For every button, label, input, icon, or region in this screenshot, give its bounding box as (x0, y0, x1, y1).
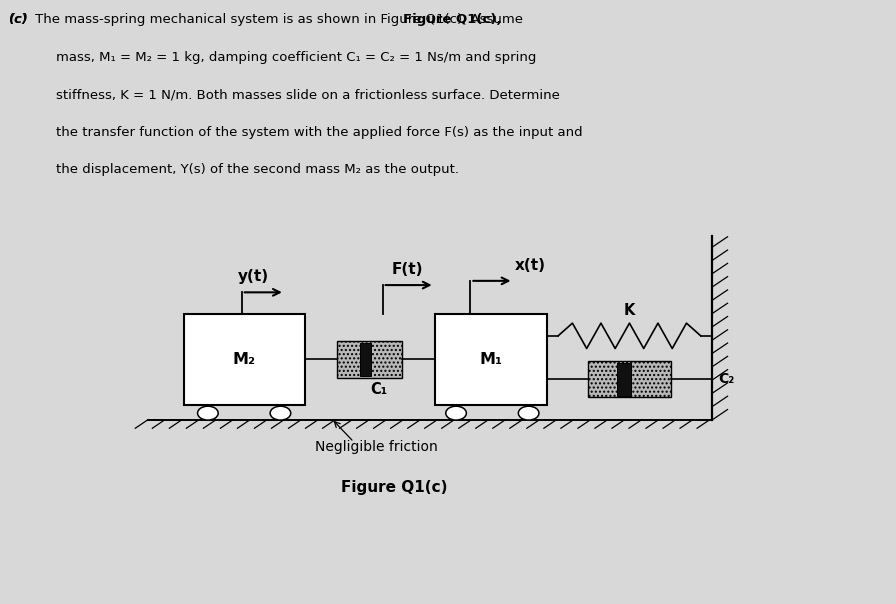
Text: Negligible friction: Negligible friction (315, 440, 437, 454)
Bar (617, 363, 631, 396)
Bar (184, 314, 305, 405)
Text: the displacement, Y(s) of the second mass M₂ as the output.: the displacement, Y(s) of the second mas… (56, 163, 459, 176)
Circle shape (445, 406, 467, 420)
Text: Figure Q1(c): Figure Q1(c) (341, 480, 447, 495)
Text: F(t): F(t) (392, 262, 424, 277)
Text: (c)  The mass-spring mechanical system is as shown in Figure Q1(c), Assume: (c) The mass-spring mechanical system is… (9, 13, 523, 27)
Text: mass, M₁ = M₂ = 1 kg, damping coefficient C₁ = C₂ = 1 Ns/m and spring: mass, M₁ = M₂ = 1 kg, damping coefficien… (56, 51, 536, 64)
Text: C₁: C₁ (370, 382, 387, 397)
Circle shape (197, 406, 219, 420)
Text: M₂: M₂ (233, 352, 255, 367)
Text: M₁: M₁ (479, 352, 502, 367)
Text: K: K (624, 303, 635, 318)
Text: x(t): x(t) (515, 258, 547, 273)
Bar (337, 341, 402, 378)
Text: C₂: C₂ (719, 372, 735, 387)
Bar (588, 361, 671, 397)
Text: stiffness, K = 1 N/m. Both masses slide on a frictionless surface. Determine: stiffness, K = 1 N/m. Both masses slide … (56, 88, 559, 101)
Text: y(t): y(t) (238, 269, 270, 284)
Bar (435, 314, 547, 405)
Bar (360, 343, 371, 376)
Circle shape (519, 406, 539, 420)
Text: the transfer function of the system with the applied force F(s) as the input and: the transfer function of the system with… (56, 126, 582, 139)
Text: (c): (c) (9, 13, 29, 27)
Text: Figure Q1(c),: Figure Q1(c), (403, 13, 502, 27)
Circle shape (271, 406, 291, 420)
